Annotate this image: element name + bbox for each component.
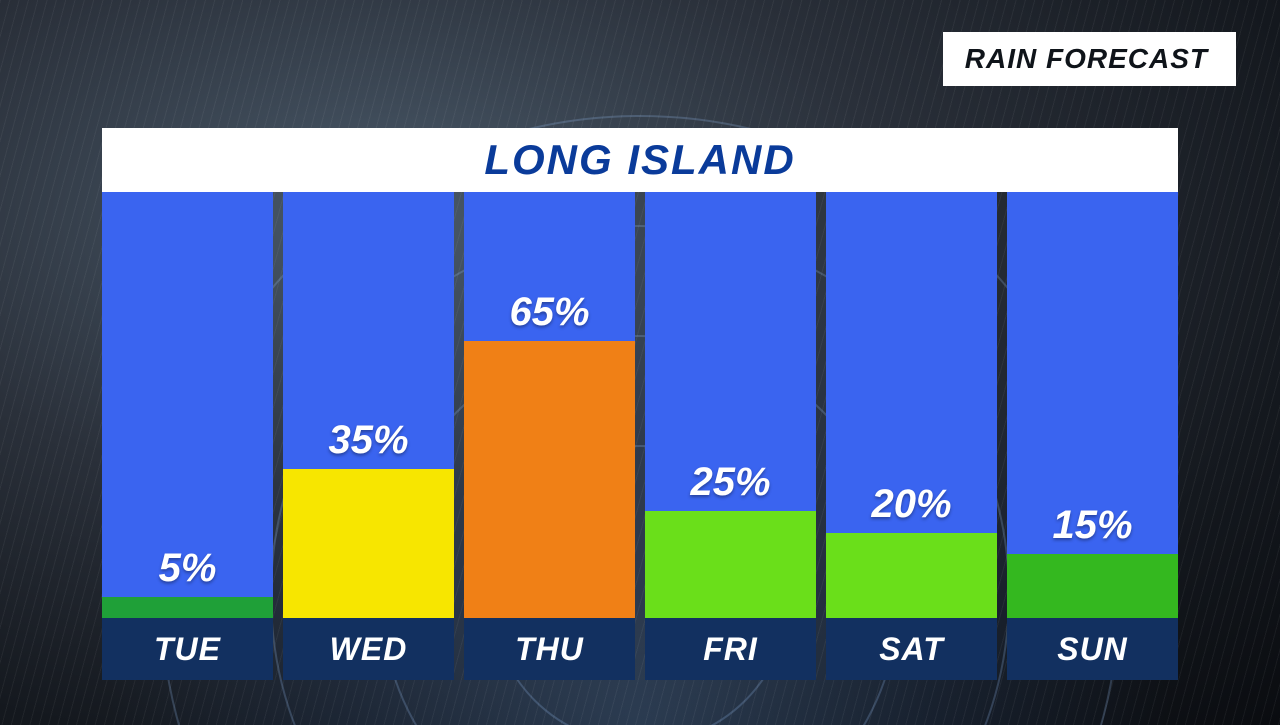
pct-label: 15% — [1007, 503, 1178, 554]
chart-column: 15% SUN — [1007, 192, 1178, 680]
chart-columns: 5% TUE 35% WED 65% THU 25% FRI 20% SAT 15% SUN — [102, 192, 1178, 680]
chart-column-body: 25% — [645, 192, 816, 618]
day-label: FRI — [645, 618, 816, 680]
pct-label: 20% — [826, 482, 997, 533]
day-label: TUE — [102, 618, 273, 680]
pct-label: 65% — [464, 290, 635, 341]
banner-label: RAIN FORECAST — [965, 43, 1208, 75]
bar — [283, 469, 454, 618]
bar — [826, 533, 997, 618]
chart-column-body: 65% — [464, 192, 635, 618]
weather-graphic-stage: RAIN FORECAST LONG ISLAND 5%TUE35%WED65%… — [0, 0, 1280, 725]
chart-column-body: 5% — [102, 192, 273, 618]
chart-column: 25% FRI — [645, 192, 816, 680]
day-label: SUN — [1007, 618, 1178, 680]
chart-column: 5% TUE — [102, 192, 273, 680]
chart-column: 35% WED — [283, 192, 454, 680]
chart-column: 65% THU — [464, 192, 635, 680]
day-label: SAT — [826, 618, 997, 680]
chart-column-body: 35% — [283, 192, 454, 618]
chart-title-bar: LONG ISLAND — [102, 128, 1178, 192]
chart-column-body: 15% — [1007, 192, 1178, 618]
rain-forecast-chart: LONG ISLAND 5% TUE 35% WED 65% THU 25% FRI 20% SA… — [102, 128, 1178, 680]
bar — [464, 341, 635, 618]
chart-title: LONG ISLAND — [484, 136, 795, 184]
bar — [102, 597, 273, 618]
pct-label: 25% — [645, 460, 816, 511]
chart-column: 20% SAT — [826, 192, 997, 680]
bar — [1007, 554, 1178, 618]
pct-label: 5% — [102, 546, 273, 597]
chart-column-body: 20% — [826, 192, 997, 618]
day-label: THU — [464, 618, 635, 680]
bar — [645, 511, 816, 618]
day-label: WED — [283, 618, 454, 680]
banner-rain-forecast: RAIN FORECAST — [943, 32, 1236, 86]
pct-label: 35% — [283, 418, 454, 469]
